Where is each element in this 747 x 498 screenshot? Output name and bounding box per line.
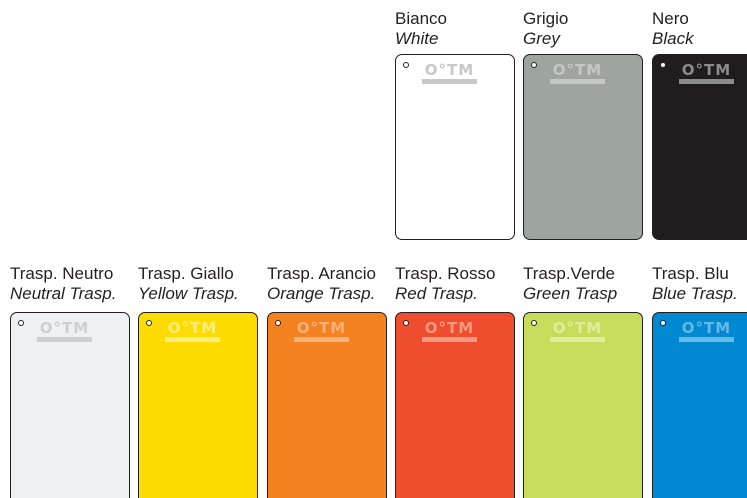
logo-bar	[550, 337, 605, 342]
color-sample-card: O°TM	[138, 312, 258, 498]
hanging-hole-icon	[403, 320, 409, 326]
color-sample-card: O°TM	[267, 312, 387, 498]
logo-bar	[37, 337, 92, 342]
swatch-label-it: Trasp. Arancio	[267, 264, 376, 283]
swatch-label-en: Black	[652, 29, 694, 48]
ogtm-logo: O°TM	[165, 320, 220, 343]
logo-text: O°TM	[552, 61, 603, 79]
logo-text: O°TM	[681, 319, 732, 337]
swatch-label-en: Neutral Trasp.	[10, 284, 117, 303]
color-sample-card: O°TM	[10, 312, 130, 498]
ogtm-logo: O°TM	[550, 62, 605, 85]
logo-bar	[165, 337, 220, 342]
swatch-label-it: Trasp.Verde	[523, 264, 615, 283]
logo-bar	[679, 337, 734, 342]
logo-bar	[679, 79, 734, 84]
logo-bar	[294, 337, 349, 342]
ogtm-logo: O°TM	[679, 320, 734, 343]
logo-text: O°TM	[424, 319, 475, 337]
logo-text: O°TM	[167, 319, 218, 337]
swatch-label-en: Grey	[523, 29, 560, 48]
color-sample-card: O°TM	[652, 312, 747, 498]
logo-text: O°TM	[552, 319, 603, 337]
swatch-label-en: Blue Trasp.	[652, 284, 738, 303]
swatch-label-en: White	[395, 29, 439, 48]
ogtm-logo: O°TM	[422, 320, 477, 343]
hanging-hole-icon	[660, 320, 666, 326]
swatch-label-it: Trasp. Giallo	[138, 264, 234, 283]
hanging-hole-icon	[531, 320, 537, 326]
logo-text: O°TM	[681, 61, 732, 79]
swatch-label-it: Nero	[652, 9, 689, 28]
swatch-label-en: Yellow Trasp.	[138, 284, 239, 303]
hanging-hole-icon	[660, 62, 666, 68]
swatch-label-it: Trasp. Neutro	[10, 264, 114, 283]
hanging-hole-icon	[18, 320, 24, 326]
swatch-label-en: Orange Trasp.	[267, 284, 376, 303]
logo-text: O°TM	[424, 61, 475, 79]
ogtm-logo: O°TM	[679, 62, 734, 85]
swatch-label-it: Bianco	[395, 9, 447, 28]
logo-bar	[422, 337, 477, 342]
logo-bar	[550, 79, 605, 84]
color-sample-card: O°TM	[395, 54, 515, 240]
hanging-hole-icon	[403, 62, 409, 68]
hanging-hole-icon	[531, 62, 537, 68]
color-sample-card: O°TM	[652, 54, 747, 240]
ogtm-logo: O°TM	[422, 62, 477, 85]
logo-bar	[422, 79, 477, 84]
swatch-label-it: Grigio	[523, 9, 569, 28]
color-sample-card: O°TM	[395, 312, 515, 498]
swatch-label-it: Trasp. Rosso	[395, 264, 496, 283]
color-sample-card: O°TM	[523, 312, 643, 498]
ogtm-logo: O°TM	[550, 320, 605, 343]
logo-text: O°TM	[39, 319, 90, 337]
hanging-hole-icon	[275, 320, 281, 326]
swatch-label-en: Red Trasp.	[395, 284, 478, 303]
swatch-label-it: Trasp. Blu	[652, 264, 729, 283]
ogtm-logo: O°TM	[294, 320, 349, 343]
hanging-hole-icon	[146, 320, 152, 326]
logo-text: O°TM	[296, 319, 347, 337]
ogtm-logo: O°TM	[37, 320, 92, 343]
swatch-label-en: Green Trasp	[523, 284, 618, 303]
color-sample-card: O°TM	[523, 54, 643, 240]
